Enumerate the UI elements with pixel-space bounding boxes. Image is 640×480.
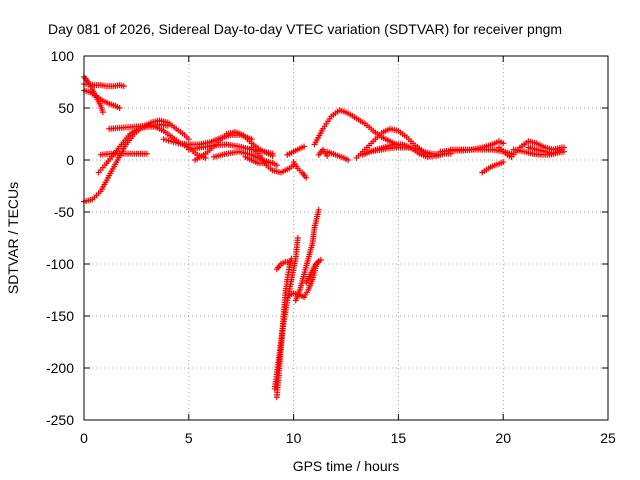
y-tick-label: -100	[46, 256, 74, 272]
x-tick-label: 0	[80, 430, 88, 446]
data-point	[315, 257, 322, 264]
y-tick-label: -200	[46, 360, 74, 376]
series-arc-11	[210, 148, 280, 169]
y-tick-label: -50	[54, 204, 74, 220]
data-point	[500, 140, 507, 147]
series-arc-13	[242, 153, 268, 167]
x-tick-label: 25	[600, 430, 616, 446]
series-arc-14	[290, 159, 310, 181]
data-point	[99, 109, 106, 116]
series-arc-30	[479, 159, 507, 176]
series-arc-17	[271, 235, 301, 392]
series-arc-21	[303, 257, 322, 286]
series-arc-18	[273, 258, 293, 273]
data-point	[315, 206, 322, 213]
series-arc-24	[315, 146, 331, 159]
data-point	[294, 235, 301, 241]
x-tick-label: 20	[495, 430, 511, 446]
series-arc-3	[81, 87, 123, 111]
y-tick-label: -150	[46, 308, 74, 324]
series-arc-15	[284, 143, 308, 158]
series-arc-2	[81, 81, 127, 90]
data-point	[424, 151, 431, 158]
data-point	[286, 258, 293, 265]
data-point	[273, 162, 280, 169]
series-arc-9	[192, 128, 276, 163]
data-point	[301, 143, 308, 150]
data-point	[500, 159, 507, 166]
series-arc-20	[292, 206, 322, 304]
y-tick-label: 50	[58, 100, 74, 116]
y-tick-label: -250	[46, 412, 74, 428]
data-point	[116, 105, 123, 111]
x-tick-label: 5	[185, 430, 193, 446]
x-tick-label: 15	[391, 430, 407, 446]
series-arc-7	[106, 121, 171, 132]
data-point	[345, 157, 352, 163]
data-point	[558, 146, 565, 153]
data-point	[164, 122, 171, 129]
data-point	[143, 150, 150, 157]
y-axis-label: SDTVAR / TECUs	[5, 182, 21, 294]
series-arc-6	[97, 150, 150, 158]
y-tick-label: 100	[51, 48, 75, 64]
x-tick-label: 10	[286, 430, 302, 446]
data-series	[81, 73, 567, 401]
series-arc-27	[366, 144, 431, 158]
chart-title: Day 081 of 2026, Sidereal Day-to-day VTE…	[48, 21, 562, 37]
y-tick-label: 0	[66, 152, 74, 168]
data-point	[269, 150, 276, 157]
data-point	[120, 83, 127, 90]
series-arc-22	[311, 107, 402, 149]
data-point	[303, 174, 310, 181]
series-arc-33	[525, 144, 565, 157]
tick-labels: 0 5 10 15 20 25 -250 -200 -150 -100 -50 0 50 100	[46, 48, 616, 446]
plot-frame	[83, 55, 609, 421]
data-point	[261, 160, 268, 167]
data-point	[185, 136, 192, 143]
series-arc-1	[81, 73, 106, 116]
x-axis-label: GPS time / hours	[293, 458, 400, 474]
grid-lines	[84, 56, 608, 420]
data-point	[324, 152, 331, 159]
series-arc-23	[324, 148, 352, 163]
